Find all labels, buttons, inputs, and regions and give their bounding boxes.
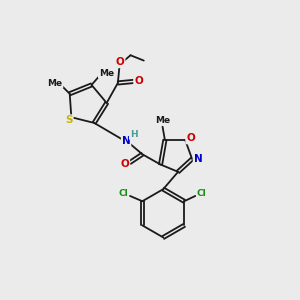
Text: Cl: Cl [197,189,207,198]
Text: N: N [194,154,202,164]
Text: N: N [122,136,130,146]
Text: O: O [116,57,124,67]
Text: S: S [65,115,73,125]
Text: O: O [134,76,143,86]
Text: Cl: Cl [118,189,128,198]
Text: Me: Me [47,79,63,88]
Text: Me: Me [155,116,170,125]
Text: Me: Me [99,69,114,78]
Text: O: O [186,134,195,143]
Text: H: H [130,130,137,139]
Text: O: O [121,159,129,169]
